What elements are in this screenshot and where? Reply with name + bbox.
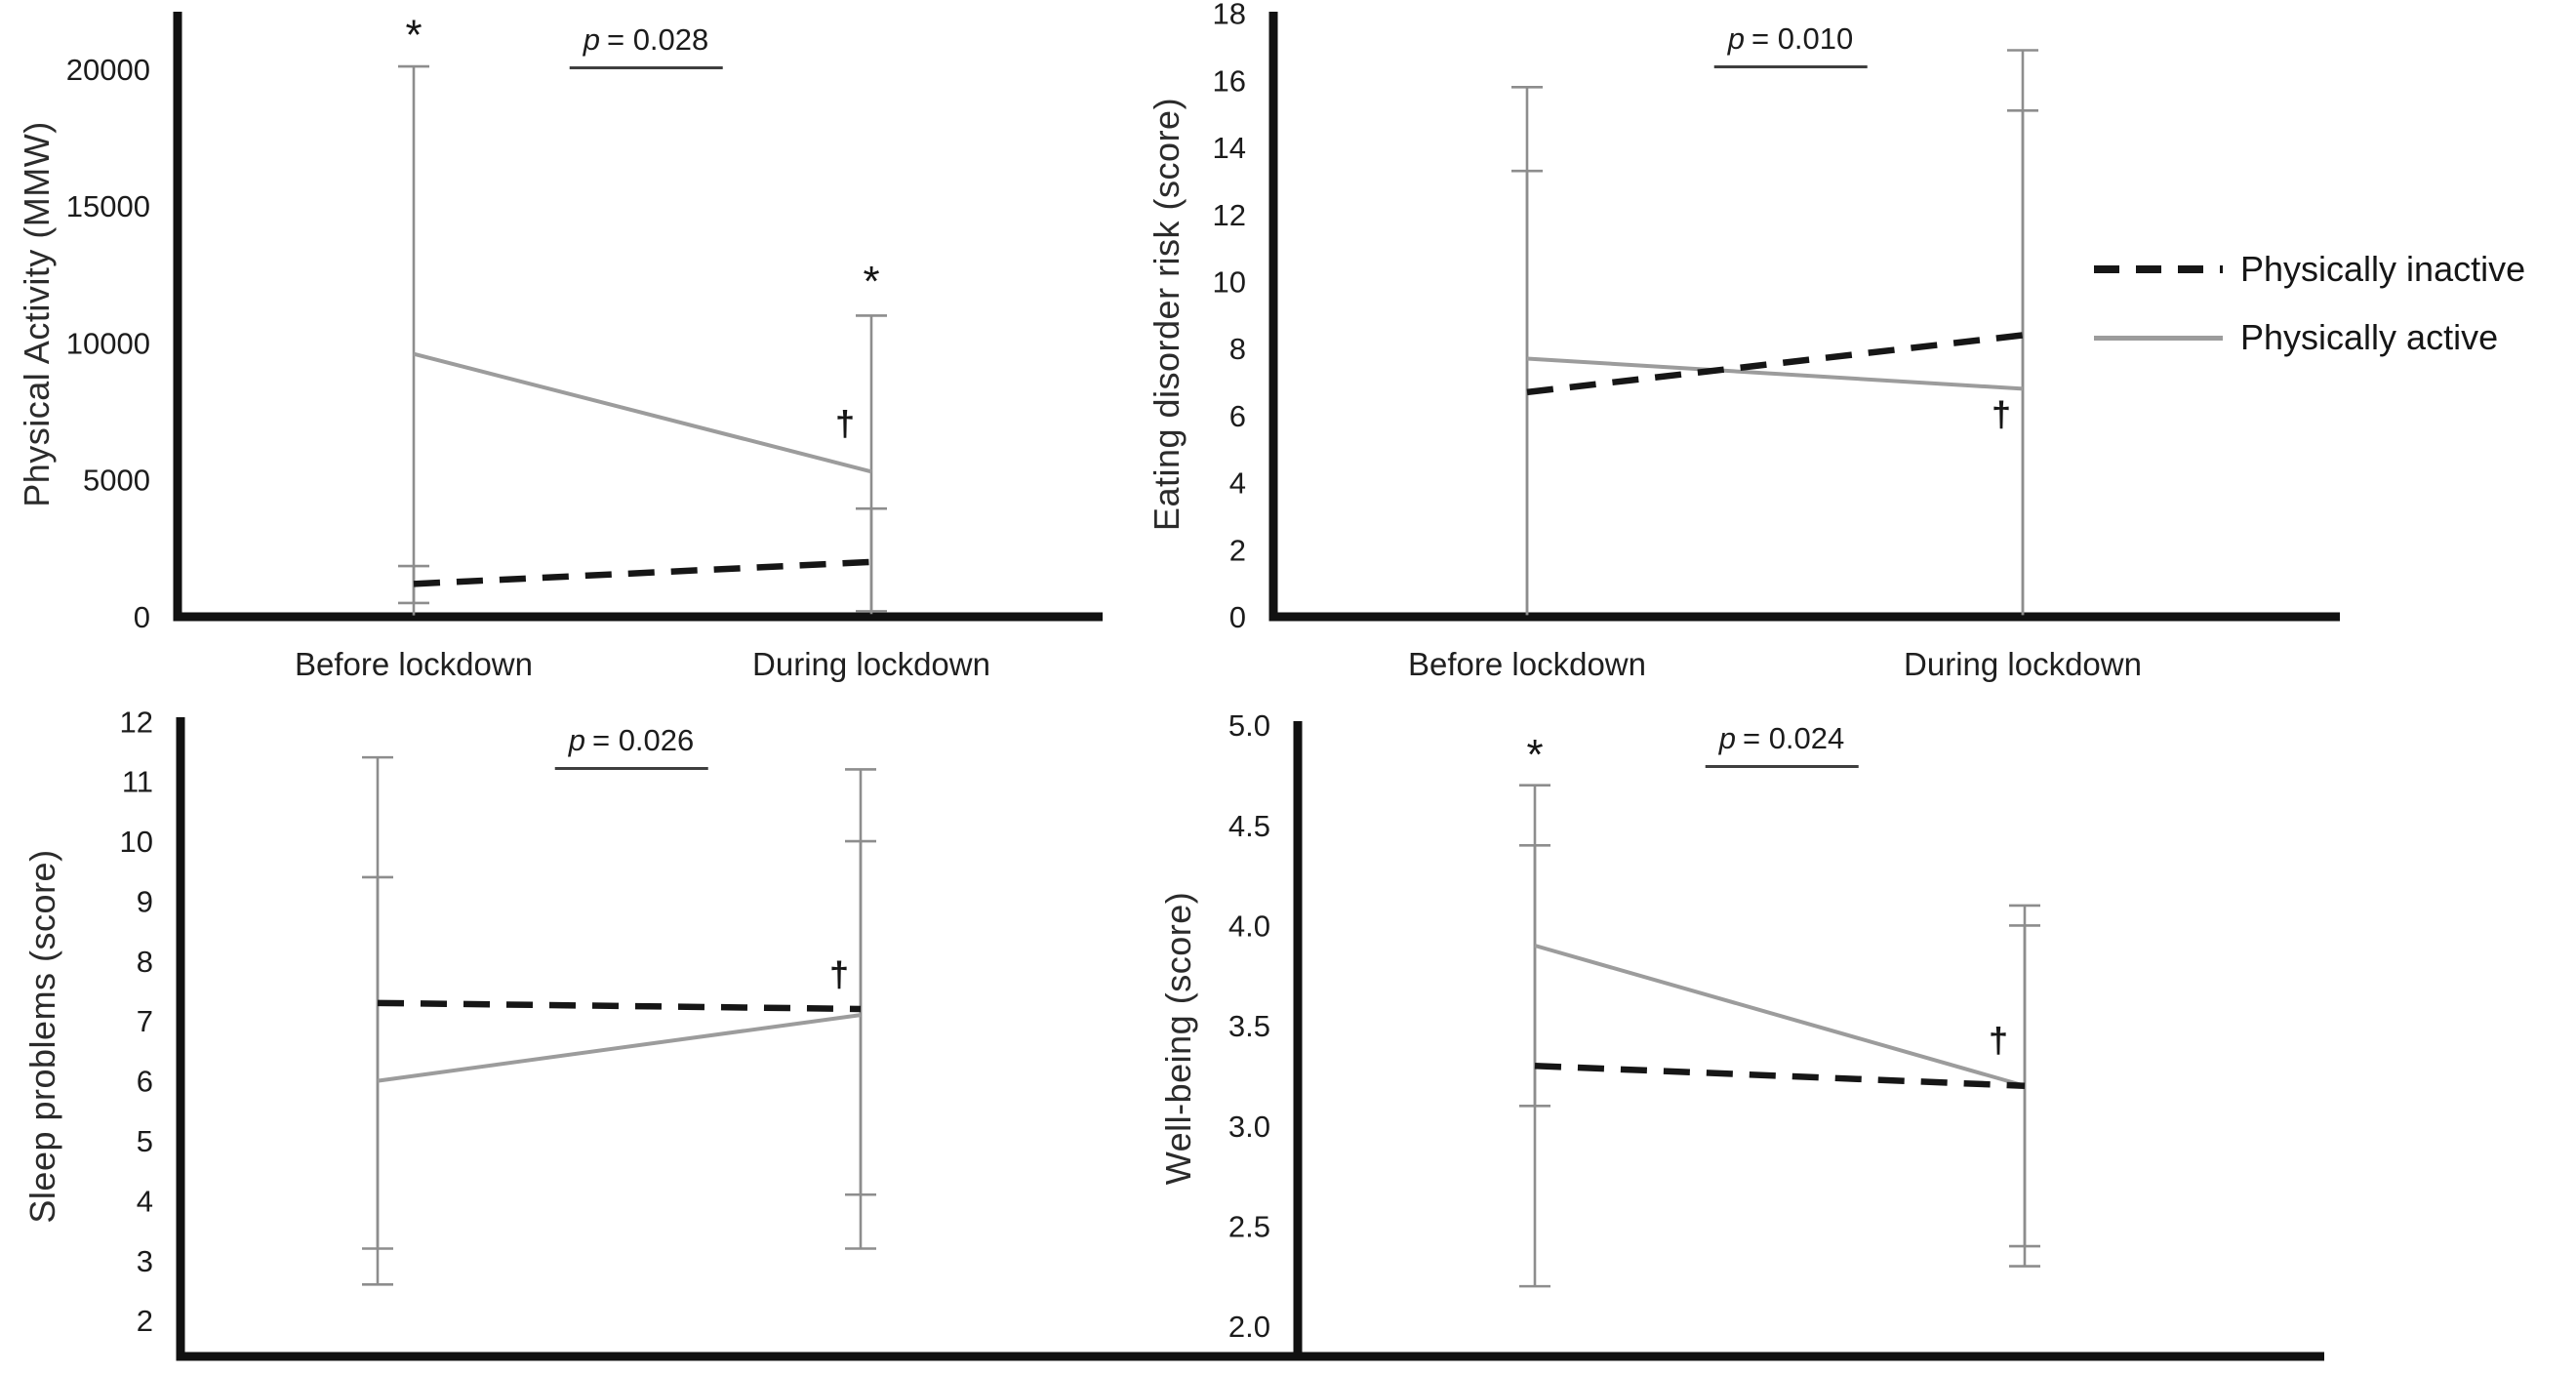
- legend-label: Physically inactive: [2240, 249, 2526, 289]
- y-tick-label: 5: [137, 1124, 153, 1158]
- y-axis-title-eating-disorder-risk: Eating disorder risk (score): [1147, 97, 1187, 532]
- y-tick-label: 16: [1213, 63, 1246, 98]
- y-tick-label: 15000: [66, 189, 150, 223]
- y-tick-label: 14: [1213, 131, 1246, 165]
- significance-marker: *: [1526, 731, 1543, 779]
- y-tick-label: 10: [120, 825, 153, 859]
- dashed-line-sample-icon: [2094, 265, 2223, 273]
- p-value-label: p = 0.028: [569, 22, 723, 69]
- series-line-physically-inactive: [413, 558, 872, 587]
- p-value: = 0.026: [591, 723, 695, 757]
- series-line-physically-active: [413, 351, 872, 474]
- y-tick-label: 4.0: [1228, 909, 1270, 943]
- y-tick-label: 6: [137, 1065, 153, 1099]
- legend-label: Physically active: [2240, 317, 2499, 357]
- y-tick-label: 2.5: [1228, 1210, 1270, 1244]
- axis-lines: [1293, 721, 2324, 1361]
- legend: Physically inactive Physically active: [2094, 246, 2525, 361]
- legend-item-physically-active: Physically active: [2094, 314, 2525, 361]
- y-tick-label: 5000: [83, 464, 150, 498]
- significance-marker: *: [405, 11, 422, 59]
- series-line-physically-inactive: [377, 999, 862, 1013]
- significance-marker: †: [1989, 1021, 2008, 1061]
- axis-lines: [1268, 12, 2340, 622]
- y-tick-label: 9: [137, 884, 153, 918]
- y-axis-title-well-being: Well-being (score): [1158, 891, 1198, 1186]
- p-value: = 0.028: [606, 22, 709, 57]
- axis-lines: [176, 717, 1322, 1361]
- y-tick-label: 8: [1229, 332, 1246, 366]
- y-tick-label: 0: [1229, 600, 1246, 634]
- y-axis-title-sleep-problems: Sleep problems (score): [22, 849, 62, 1224]
- y-tick-label: 8: [137, 945, 153, 979]
- y-tick-label: 6: [1229, 399, 1246, 433]
- p-stat: p: [1718, 721, 1736, 755]
- y-tick-label: 4: [1229, 466, 1246, 501]
- y-tick-label: 0: [134, 600, 150, 634]
- y-tick-label: 3: [137, 1244, 153, 1278]
- x-category-label: Before lockdown: [295, 646, 533, 682]
- p-value-label: p = 0.010: [1713, 21, 1868, 68]
- significance-marker: †: [1992, 394, 2011, 434]
- x-category-label: During lockdown: [752, 646, 990, 682]
- y-tick-label: 7: [137, 1004, 153, 1038]
- p-stat: p: [583, 22, 600, 57]
- axis-lines: [173, 12, 1103, 622]
- significance-marker: †: [829, 954, 849, 994]
- y-tick-label: 18: [1213, 0, 1246, 31]
- series-line-physically-inactive: [1534, 1062, 2026, 1090]
- solid-line-sample-icon: [2094, 335, 2223, 341]
- y-tick-label: 2.0: [1228, 1310, 1270, 1344]
- y-tick-label: 12: [120, 705, 153, 739]
- y-tick-label: 4.5: [1228, 809, 1270, 843]
- y-tick-label: 3.5: [1228, 1009, 1270, 1043]
- p-stat: p: [568, 723, 585, 757]
- significance-marker: †: [835, 404, 855, 444]
- y-tick-label: 10: [1213, 265, 1246, 300]
- y-tick-label: 5.0: [1228, 708, 1270, 743]
- x-category-label: During lockdown: [1904, 646, 2142, 682]
- y-tick-label: 20000: [66, 53, 150, 87]
- series-line-physically-active: [1526, 356, 2024, 391]
- p-value: = 0.010: [1751, 21, 1854, 56]
- series-line-physically-active: [1534, 944, 2026, 1088]
- p-stat: p: [1727, 21, 1745, 56]
- y-tick-label: 10000: [66, 326, 150, 360]
- p-value-label: p = 0.026: [554, 723, 708, 770]
- series-line-physically-active: [377, 1013, 862, 1083]
- y-tick-label: 11: [122, 765, 153, 799]
- y-tick-label: 2: [1229, 533, 1246, 567]
- y-axis-title-physical-activity: Physical Activity (MMW): [17, 121, 57, 507]
- p-value: = 0.024: [1742, 721, 1845, 755]
- x-category-label: Before lockdown: [1408, 646, 1646, 682]
- y-tick-label: 3.0: [1228, 1110, 1270, 1144]
- significance-marker: *: [863, 258, 879, 305]
- p-value-label: p = 0.024: [1705, 721, 1859, 768]
- y-tick-label: 12: [1213, 198, 1246, 232]
- y-tick-label: 2: [137, 1304, 153, 1338]
- y-tick-label: 4: [137, 1184, 153, 1218]
- legend-item-physically-inactive: Physically inactive: [2094, 246, 2525, 293]
